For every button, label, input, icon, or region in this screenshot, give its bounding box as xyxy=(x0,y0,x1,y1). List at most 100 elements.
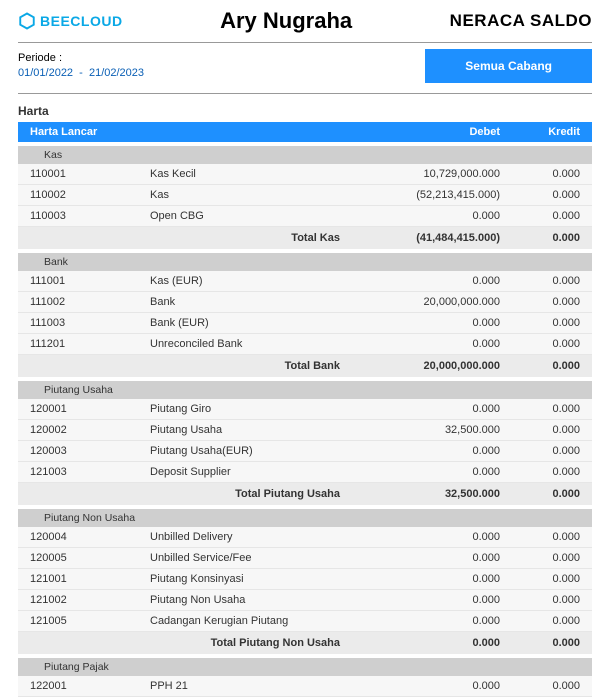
cell-debet: 0.000 xyxy=(370,210,500,222)
total-label: Total Bank xyxy=(30,360,370,372)
cell-code: 120005 xyxy=(30,552,150,564)
cell-code: 121002 xyxy=(30,594,150,606)
table-row: 111002Bank20,000,000.0000.000 xyxy=(18,292,592,313)
cell-debet: 0.000 xyxy=(370,445,500,457)
cell-kredit: 0.000 xyxy=(500,466,580,478)
cell-name: PPH 21 xyxy=(150,680,370,692)
col-header-kredit: Kredit xyxy=(500,126,580,138)
cell-name: Piutang Usaha xyxy=(150,424,370,436)
table-row: 111201Unreconciled Bank0.0000.000 xyxy=(18,334,592,355)
cell-kredit: 0.000 xyxy=(500,317,580,329)
table-row: 121005Cadangan Kerugian Piutang0.0000.00… xyxy=(18,611,592,632)
total-debet: 32,500.000 xyxy=(370,488,500,500)
cell-debet: 20,000,000.000 xyxy=(370,296,500,308)
table-row: 120004Unbilled Delivery0.0000.000 xyxy=(18,527,592,548)
cell-name: Unbilled Service/Fee xyxy=(150,552,370,564)
period-dates: 01/01/2022 - 21/02/2023 xyxy=(18,66,425,81)
cell-debet: 0.000 xyxy=(370,680,500,692)
report-title: NERACA SALDO xyxy=(450,11,592,31)
table-header: Harta Lancar Debet Kredit xyxy=(18,122,592,142)
cell-debet: 0.000 xyxy=(370,317,500,329)
cell-name: Unreconciled Bank xyxy=(150,338,370,350)
table-row: 110002Kas(52,213,415.000)0.000 xyxy=(18,185,592,206)
total-label: Total Piutang Non Usaha xyxy=(30,637,370,649)
report-header: BEECLOUD Ary Nugraha NERACA SALDO xyxy=(0,0,610,38)
branch-button[interactable]: Semua Cabang xyxy=(425,49,592,83)
period-label: Periode : xyxy=(18,51,425,66)
cell-kredit: 0.000 xyxy=(500,275,580,287)
brand-logo: BEECLOUD xyxy=(18,12,123,30)
cell-kredit: 0.000 xyxy=(500,338,580,350)
table-row: 111003Bank (EUR)0.0000.000 xyxy=(18,313,592,334)
table-row: 110003Open CBG0.0000.000 xyxy=(18,206,592,227)
company-name: Ary Nugraha xyxy=(123,8,450,34)
total-row: Total Kas(41,484,415.000)0.000 xyxy=(18,227,592,249)
cell-name: Piutang Giro xyxy=(150,403,370,415)
cell-debet: 32,500.000 xyxy=(370,424,500,436)
cell-kredit: 0.000 xyxy=(500,210,580,222)
cell-name: Deposit Supplier xyxy=(150,466,370,478)
cell-debet: (52,213,415.000) xyxy=(370,189,500,201)
cell-debet: 0.000 xyxy=(370,615,500,627)
table-row: 111001Kas (EUR)0.0000.000 xyxy=(18,271,592,292)
cell-debet: 0.000 xyxy=(370,573,500,585)
total-kredit: 0.000 xyxy=(500,232,580,244)
group-header: Kas xyxy=(18,146,592,164)
cell-name: Piutang Non Usaha xyxy=(150,594,370,606)
cell-kredit: 0.000 xyxy=(500,445,580,457)
period-left: Periode : 01/01/2022 - 21/02/2023 xyxy=(18,51,425,82)
cell-code: 111002 xyxy=(30,296,150,308)
cell-name: Piutang Usaha(EUR) xyxy=(150,445,370,457)
cell-code: 121001 xyxy=(30,573,150,585)
cell-name: Kas (EUR) xyxy=(150,275,370,287)
total-kredit: 0.000 xyxy=(500,488,580,500)
total-label: Total Kas xyxy=(30,232,370,244)
total-kredit: 0.000 xyxy=(500,637,580,649)
cell-debet: 0.000 xyxy=(370,338,500,350)
group-header: Bank xyxy=(18,253,592,271)
group-header: Piutang Usaha xyxy=(18,381,592,399)
cell-code: 110003 xyxy=(30,210,150,222)
cell-kredit: 0.000 xyxy=(500,680,580,692)
cell-name: Unbilled Delivery xyxy=(150,531,370,543)
cell-name: Bank (EUR) xyxy=(150,317,370,329)
cell-kredit: 0.000 xyxy=(500,403,580,415)
col-header-spacer xyxy=(150,126,370,138)
total-debet: 0.000 xyxy=(370,637,500,649)
cell-name: Piutang Konsinyasi xyxy=(150,573,370,585)
cell-code: 120004 xyxy=(30,531,150,543)
cell-kredit: 0.000 xyxy=(500,594,580,606)
cell-code: 120003 xyxy=(30,445,150,457)
period-from: 01/01/2022 xyxy=(18,67,73,79)
brand-name: BEECLOUD xyxy=(40,13,123,29)
cell-code: 120001 xyxy=(30,403,150,415)
table-row: 121003Deposit Supplier0.0000.000 xyxy=(18,462,592,483)
cell-name: Open CBG xyxy=(150,210,370,222)
table-row: 121001Piutang Konsinyasi0.0000.000 xyxy=(18,569,592,590)
table-row: 120002Piutang Usaha32,500.0000.000 xyxy=(18,420,592,441)
cell-kredit: 0.000 xyxy=(500,424,580,436)
cell-kredit: 0.000 xyxy=(500,296,580,308)
cell-code: 110001 xyxy=(30,168,150,180)
total-kredit: 0.000 xyxy=(500,360,580,372)
cell-code: 110002 xyxy=(30,189,150,201)
total-debet: 20,000,000.000 xyxy=(370,360,500,372)
col-header-debet: Debet xyxy=(370,126,500,138)
cell-name: Bank xyxy=(150,296,370,308)
total-row: Total Piutang Non Usaha0.0000.000 xyxy=(18,632,592,654)
table-row: 120005Unbilled Service/Fee0.0000.000 xyxy=(18,548,592,569)
cell-kredit: 0.000 xyxy=(500,573,580,585)
col-header-main: Harta Lancar xyxy=(30,126,150,138)
cell-debet: 0.000 xyxy=(370,275,500,287)
total-row: Total Piutang Usaha32,500.0000.000 xyxy=(18,483,592,505)
section-title: Harta xyxy=(0,94,610,122)
cell-debet: 10,729,000.000 xyxy=(370,168,500,180)
hexagon-icon xyxy=(18,12,36,30)
cell-name: Kas Kecil xyxy=(150,168,370,180)
period-to: 21/02/2023 xyxy=(89,67,144,79)
table-row: 121002Piutang Non Usaha0.0000.000 xyxy=(18,590,592,611)
cell-code: 111001 xyxy=(30,275,150,287)
cell-debet: 0.000 xyxy=(370,466,500,478)
table-row: 110001Kas Kecil10,729,000.0000.000 xyxy=(18,164,592,185)
group-header: Piutang Pajak xyxy=(18,658,592,676)
